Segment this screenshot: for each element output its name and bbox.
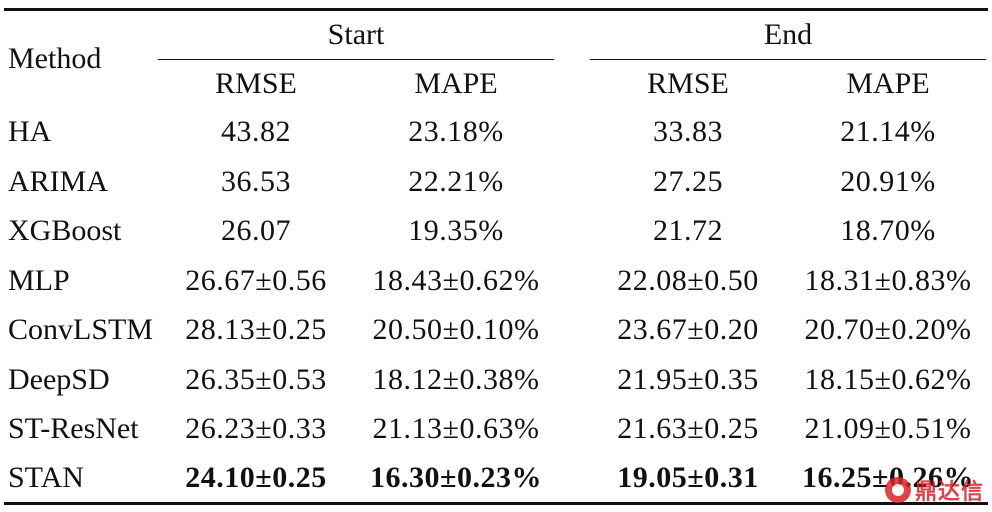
start-mape-value: 18.43±0.62%	[372, 263, 540, 297]
end-mape-value: 21.09±0.51%	[804, 412, 972, 446]
metric-header-end-rmse: RMSE	[647, 66, 729, 100]
start-mape-value: 16.30±0.23%	[356, 454, 557, 505]
metric-header-start-mape: MAPE	[414, 66, 498, 100]
method-name: ARIMA	[8, 164, 109, 198]
end-rmse-value: 21.72	[653, 214, 724, 248]
start-rmse-value: 26.35±0.53	[185, 362, 327, 396]
end-mape-value: 18.70%	[840, 214, 936, 248]
table-row: MLP 26.67±0.56 18.43±0.62% 22.08±0.50 18…	[4, 256, 988, 306]
start-rmse-value: 28.13±0.25	[185, 313, 327, 347]
start-rmse-value: 26.67±0.56	[185, 263, 327, 297]
metric-header-start-rmse: RMSE	[215, 66, 297, 100]
table-row: ARIMA 36.53 22.21% 27.25 20.91%	[4, 157, 988, 207]
table-row-best: STAN 24.10±0.25 16.30±0.23% 19.05±0.31 1…	[4, 454, 989, 505]
start-mape-value: 19.35%	[408, 214, 504, 248]
group-header-start: Start	[156, 8, 557, 60]
end-mape-value: 21.14%	[840, 115, 936, 149]
end-rmse-value: 33.83	[653, 115, 724, 149]
table-row: ST-ResNet 26.23±0.33 21.13±0.63% 21.63±0…	[4, 405, 988, 455]
end-mape-value: 16.25±0.26%	[788, 454, 989, 505]
method-name: XGBoost	[8, 214, 122, 248]
group-rule-end	[590, 58, 987, 60]
start-mape-value: 23.18%	[408, 115, 504, 149]
start-mape-value: 20.50±0.10%	[372, 313, 540, 347]
end-rmse-value: 21.63±0.25	[617, 412, 759, 446]
header-row-metrics: RMSE MAPE RMSE MAPE	[4, 60, 988, 108]
metric-header-end-mape: MAPE	[846, 66, 930, 100]
table-row: DeepSD 26.35±0.53 18.12±0.38% 21.95±0.35…	[4, 355, 988, 405]
method-name: ST-ResNet	[8, 412, 139, 446]
start-mape-value: 21.13±0.63%	[372, 412, 540, 446]
method-name: DeepSD	[8, 362, 110, 396]
row-gap	[556, 355, 588, 405]
end-rmse-value: 19.05±0.31	[588, 454, 789, 505]
group-header-start-label: Start	[327, 18, 385, 52]
group-gap	[556, 8, 589, 60]
start-rmse-value: 26.23±0.33	[185, 412, 327, 446]
watermark: 鼎达信	[884, 474, 984, 506]
metric-gap	[556, 60, 588, 108]
end-rmse-value: 27.25	[653, 164, 724, 198]
row-gap	[556, 306, 588, 356]
group-rule-start	[158, 58, 555, 60]
header-row-groups: Method Start End	[4, 8, 989, 108]
row-gap	[556, 256, 588, 306]
start-rmse-value: 43.82	[221, 115, 291, 149]
dingdaxin-logo-icon	[884, 477, 911, 503]
method-name: HA	[8, 115, 52, 149]
group-header-end-label: End	[763, 18, 813, 52]
group-header-end: End	[588, 8, 989, 60]
end-rmse-value: 23.67±0.20	[617, 313, 759, 347]
table-row: ConvLSTM 28.13±0.25 20.50±0.10% 23.67±0.…	[4, 306, 988, 356]
method-name: STAN	[4, 454, 156, 505]
watermark-text: 鼎达信	[914, 480, 984, 505]
method-header: Method	[4, 8, 156, 108]
start-rmse-value: 36.53	[221, 164, 291, 198]
start-mape-value: 22.21%	[408, 164, 504, 198]
end-rmse-value: 22.08±0.50	[617, 263, 759, 297]
results-table-container: Method Start End RMSE MAPE RMSE MAPE	[4, 8, 989, 505]
row-gap	[556, 108, 588, 158]
results-table: Method Start End RMSE MAPE RMSE MAPE	[4, 8, 989, 505]
end-mape-value: 18.15±0.62%	[804, 362, 972, 396]
table-row: HA 43.82 23.18% 33.83 21.14%	[4, 108, 988, 158]
end-mape-value: 20.91%	[840, 164, 936, 198]
end-mape-value: 20.70±0.20%	[804, 313, 972, 347]
end-rmse-value: 21.95±0.35	[617, 362, 759, 396]
table-row: XGBoost 26.07 19.35% 21.72 18.70%	[4, 207, 988, 257]
row-gap	[556, 207, 588, 257]
start-rmse-value: 24.10±0.25	[156, 454, 356, 505]
method-name: ConvLSTM	[8, 313, 154, 347]
start-rmse-value: 26.07	[221, 214, 291, 248]
row-gap	[556, 157, 588, 207]
row-gap	[556, 454, 589, 505]
method-name: MLP	[8, 263, 70, 297]
end-mape-value: 18.31±0.83%	[804, 263, 972, 297]
start-mape-value: 18.12±0.38%	[372, 362, 540, 396]
row-gap	[556, 405, 588, 455]
